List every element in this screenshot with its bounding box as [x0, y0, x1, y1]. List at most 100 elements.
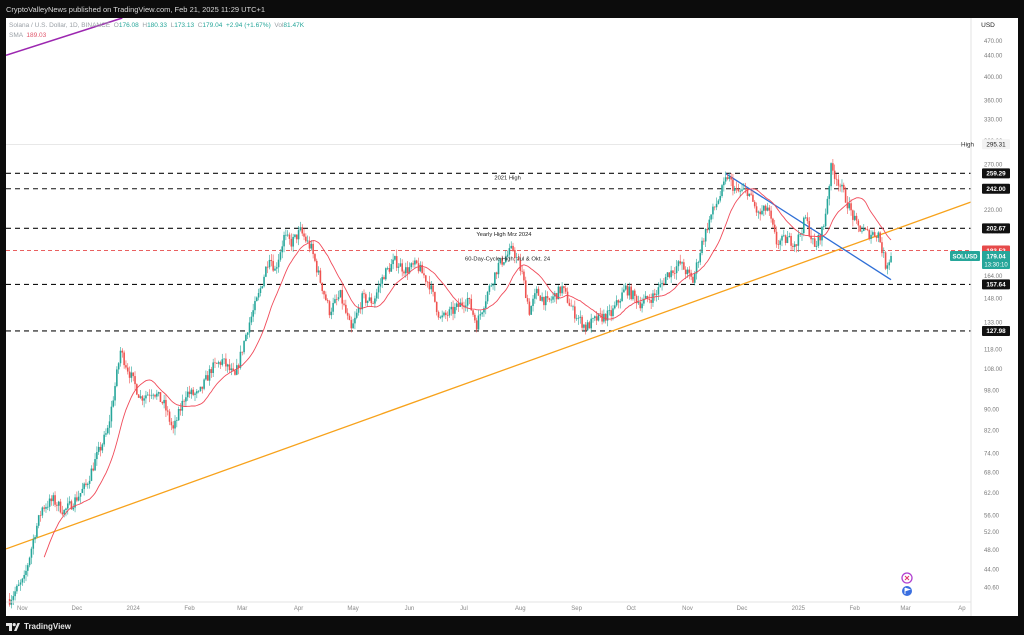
candle: [143, 395, 145, 408]
candle: [439, 315, 442, 320]
candle-body: [97, 446, 100, 453]
candle-body: [663, 282, 665, 285]
candle: [412, 260, 414, 268]
candle-body: [370, 297, 373, 304]
tradingview-brand[interactable]: TradingView: [6, 618, 71, 635]
legend-sma-row[interactable]: SMA 189.03: [9, 31, 304, 41]
candle: [48, 494, 51, 512]
candle-body: [415, 260, 418, 264]
candle: [16, 584, 18, 594]
candle: [137, 393, 140, 398]
candle-body: [633, 290, 636, 296]
candle-body: [652, 293, 654, 303]
candle-body: [686, 269, 689, 275]
candle: [490, 282, 493, 288]
candle-body: [285, 234, 287, 236]
candle-body: [503, 262, 505, 265]
candle-body: [43, 507, 45, 509]
level-price-tag[interactable]: 127.98: [982, 325, 1010, 336]
candle: [852, 209, 854, 227]
candle: [461, 297, 463, 310]
candle-body: [861, 230, 863, 232]
annotation-label: 60-Day-Cycle High: Jul & Okt. 24: [465, 256, 551, 262]
candle-body: [619, 301, 622, 303]
candle: [150, 389, 153, 399]
flag-icon[interactable]: [902, 586, 912, 596]
candle-body: [361, 293, 363, 310]
level-price-tag[interactable]: 202.67: [982, 223, 1010, 234]
candle: [105, 428, 107, 437]
candle-body: [390, 264, 393, 272]
candle: [664, 273, 667, 285]
candle-body: [421, 264, 423, 274]
candle: [212, 358, 214, 378]
candle: [497, 258, 500, 279]
chart-frame[interactable]: 2021 High Yearly High Mrz 2024 60-Day-Cycl…: [6, 18, 1018, 616]
candle: [777, 240, 780, 249]
candle-body: [715, 203, 718, 208]
candle: [297, 225, 300, 246]
candle: [504, 250, 507, 264]
candle-body: [579, 316, 582, 318]
candle: [628, 282, 631, 300]
candle-body: [334, 299, 336, 303]
candle: [228, 358, 231, 374]
candle-body: [706, 228, 709, 231]
downtrend-trendline[interactable]: [725, 173, 892, 281]
candle: [512, 242, 514, 252]
candle-body: [103, 434, 105, 445]
legend-symbol: Solana / U.S. Dollar, 1D, BINANCE: [9, 22, 111, 29]
candle-body: [668, 272, 671, 278]
candle: [826, 196, 829, 215]
candle-body: [434, 291, 436, 302]
candle-body: [641, 303, 643, 309]
level-price-tag[interactable]: 259.29: [982, 168, 1010, 179]
candle-body: [466, 297, 469, 306]
candle: [225, 353, 227, 371]
candle-body: [495, 272, 498, 275]
candle: [159, 392, 162, 403]
candle: [183, 399, 185, 407]
candle: [268, 254, 271, 270]
price-tick-label: 40.60: [984, 585, 1000, 591]
level-price-tag[interactable]: 242.00: [982, 183, 1010, 194]
high-price-tag[interactable]: High 295.31: [961, 139, 1010, 150]
candle: [661, 280, 663, 291]
alert-icon[interactable]: [901, 572, 913, 584]
candle: [279, 249, 282, 262]
candle-body: [866, 229, 869, 231]
candle-body: [670, 270, 672, 278]
candle-body: [79, 492, 82, 497]
candle-body: [243, 341, 245, 353]
candle-body: [492, 284, 494, 286]
candle-body: [277, 259, 280, 268]
candle: [437, 310, 440, 320]
candle-body: [36, 525, 38, 537]
uptrend-trendline[interactable]: [6, 201, 972, 550]
purple-trendline[interactable]: [6, 18, 123, 57]
price-tick-label: 220.00: [984, 208, 1003, 214]
candle: [170, 417, 173, 431]
candle-body: [375, 292, 378, 299]
last-price-tag[interactable]: SOLUSD 179.04 13:30:10: [950, 251, 1010, 270]
candle: [574, 300, 576, 323]
candle-body: [604, 313, 607, 321]
candle: [699, 249, 702, 266]
candle: [288, 232, 291, 245]
candle: [370, 293, 373, 307]
price-chart[interactable]: 2021 High Yearly High Mrz 2024 60-Day-Cycl…: [6, 18, 1018, 616]
candle: [348, 313, 351, 321]
candle-body: [890, 256, 892, 263]
level-price-tag[interactable]: 157.64: [982, 279, 1010, 290]
brand-name: TradingView: [24, 622, 71, 631]
candle: [130, 366, 133, 383]
candle-body: [764, 205, 767, 211]
candle: [728, 172, 731, 182]
candle: [479, 310, 482, 320]
time-axis[interactable]: Nov Dec 2024 Feb Mar Apr May Jun Jul Aug Sep Oct Nov…: [17, 606, 966, 612]
candle-body: [297, 230, 300, 240]
candle: [684, 266, 687, 280]
candle: [539, 295, 542, 301]
candle-body: [281, 246, 284, 253]
candle: [648, 294, 651, 304]
